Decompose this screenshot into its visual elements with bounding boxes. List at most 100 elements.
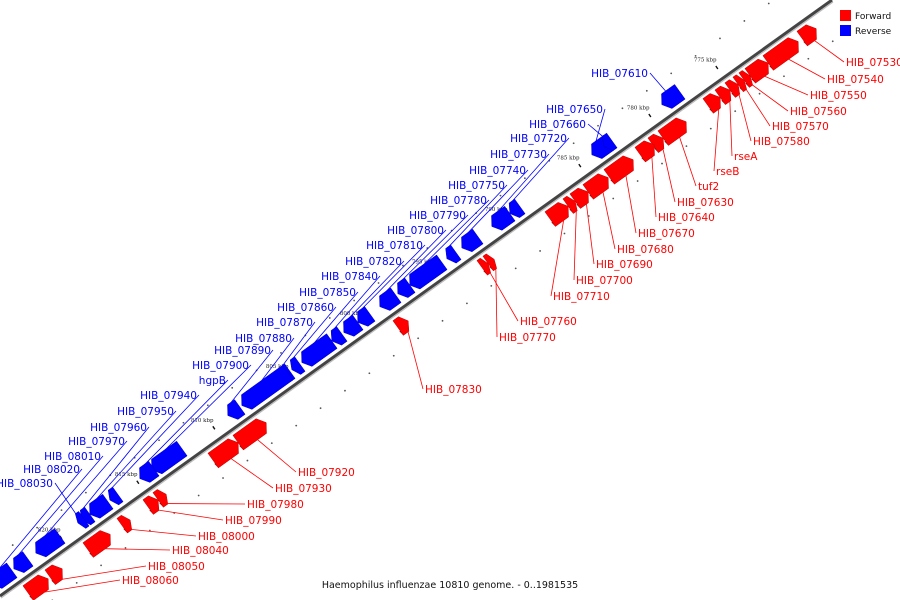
gene-label[interactable]: HIB_07890 <box>214 345 271 357</box>
gene-label[interactable]: HIB_07680 <box>617 244 674 256</box>
gene-arrow-HIB_08050[interactable] <box>44 564 63 585</box>
gene-label[interactable]: HIB_07560 <box>790 106 847 118</box>
gene-label[interactable]: HIB_07690 <box>596 259 653 271</box>
gene-label[interactable]: HIB_07870 <box>256 317 313 329</box>
gene-label[interactable]: HIB_07660 <box>529 119 586 131</box>
gene-label[interactable]: HIB_07770 <box>499 332 556 344</box>
gene-arrow-HIB_07810[interactable] <box>357 306 376 327</box>
gene-label[interactable]: HIB_07760 <box>520 316 577 328</box>
gene-arrow-HIB_07750[interactable] <box>445 244 462 264</box>
gene-arrow-hgpB[interactable] <box>139 460 160 483</box>
gene-label[interactable]: hgpB <box>199 375 226 387</box>
gene-arrow-HIB_07840[interactable] <box>330 326 348 346</box>
gene-arrow-HIB_07920[interactable] <box>232 418 267 451</box>
gene-arrow-HIB_07640[interactable] <box>634 140 655 163</box>
gene-label[interactable]: HIB_07960 <box>90 422 147 434</box>
gene-label[interactable]: HIB_07640 <box>658 212 715 224</box>
gene-label[interactable]: HIB_07980 <box>247 499 304 511</box>
gene-label[interactable]: HIB_07700 <box>576 275 633 287</box>
gene-arrow-HIB_07540[interactable] <box>762 37 799 71</box>
gene-label[interactable]: HIB_07800 <box>387 225 444 237</box>
gene-arrow-HIB_07790[interactable] <box>397 277 416 298</box>
gene-arrow-HIB_07710[interactable] <box>544 202 569 227</box>
gene-arrow-HIB_07900[interactable] <box>151 440 188 475</box>
gene-arrow-HIB_07860[interactable] <box>289 356 306 375</box>
gene-label[interactable]: HIB_07990 <box>225 515 282 527</box>
gene-label[interactable]: HIB_07730 <box>490 149 547 161</box>
gene-label[interactable]: HIB_08050 <box>148 561 205 573</box>
gene-label[interactable]: HIB_08030 <box>0 478 53 490</box>
gene-arrow-HIB_07800[interactable] <box>379 287 402 311</box>
gene-label[interactable]: HIB_07720 <box>510 133 567 145</box>
gene-label[interactable]: HIB_07530 <box>846 57 900 69</box>
gene-arrow-HIB_08020[interactable] <box>0 562 18 589</box>
gene-arrow-HIB_07670[interactable] <box>603 155 634 185</box>
gene-arrow-HIB_08060[interactable] <box>22 574 49 600</box>
gene-label[interactable]: HIB_07830 <box>425 384 482 396</box>
gene-arrow-HIB_07740[interactable] <box>461 228 484 253</box>
gene-label[interactable]: HIB_07930 <box>275 483 332 495</box>
gene-label[interactable]: HIB_07550 <box>810 90 867 102</box>
gene-label[interactable]: HIB_07900 <box>192 360 249 372</box>
gene-arrow-HIB_07560[interactable] <box>738 70 753 88</box>
gene-arrow-HIB_07830[interactable] <box>392 316 410 336</box>
gene-label[interactable]: HIB_07790 <box>409 210 466 222</box>
gene-arrow-HIB_07990[interactable] <box>142 495 160 515</box>
label-leader-line <box>157 509 224 521</box>
gene-arrow-HIB_08030[interactable] <box>75 511 90 529</box>
gene-label[interactable]: HIB_07650 <box>546 104 603 116</box>
gene-label[interactable]: HIB_08010 <box>44 451 101 463</box>
gene-arrow-HIB_08010[interactable] <box>13 551 34 573</box>
gene-label[interactable]: HIB_07820 <box>345 256 402 268</box>
gene-label[interactable]: HIB_07750 <box>448 180 505 192</box>
gene-arrow-rseB[interactable] <box>702 93 721 114</box>
gene-arrow-HIB_07820[interactable] <box>343 314 364 337</box>
gene-arrow-HIB_07880[interactable] <box>241 364 294 410</box>
gene-label[interactable]: rseB <box>716 166 739 178</box>
gene-label[interactable]: tuf2 <box>698 181 719 193</box>
gene-arrow-HIB_07930[interactable] <box>207 438 239 469</box>
gene-arrow-HIB_07970[interactable] <box>35 528 66 558</box>
gene-label[interactable]: rseA <box>734 151 758 163</box>
gene-arrow-HIB_07680[interactable] <box>582 173 609 200</box>
gene-label[interactable]: HIB_07940 <box>140 390 197 402</box>
gene-label[interactable]: HIB_07840 <box>321 271 378 283</box>
gene-arrow-tuf2[interactable] <box>657 117 687 146</box>
gene-label[interactable]: HIB_07630 <box>677 197 734 209</box>
gene-label[interactable]: HIB_08020 <box>23 464 80 476</box>
gene-label[interactable]: HIB_08040 <box>172 545 229 557</box>
gene-arrow-rseA[interactable] <box>714 85 732 106</box>
gene-label[interactable]: HIB_08000 <box>198 531 255 543</box>
label-leader-line <box>787 58 826 80</box>
gene-label[interactable]: HIB_07570 <box>772 121 829 133</box>
gene-label[interactable]: HIB_07950 <box>117 406 174 418</box>
gene-arrow-HIB_07660[interactable] <box>601 132 618 152</box>
gene-arrow-HIB_07610[interactable] <box>661 84 686 109</box>
gene-label[interactable]: HIB_07780 <box>430 195 487 207</box>
gene-label[interactable]: HIB_07970 <box>68 436 125 448</box>
scale-dot <box>490 284 493 287</box>
gene-label[interactable]: HIB_08060 <box>122 575 179 587</box>
gene-arrow-HIB_08040[interactable] <box>82 530 111 558</box>
gene-arrow-HIB_07720[interactable] <box>508 198 526 218</box>
gene-label[interactable]: HIB_07810 <box>366 240 423 252</box>
gene-label[interactable]: HIB_07880 <box>235 333 292 345</box>
gene-arrow-HIB_07530[interactable] <box>796 24 817 47</box>
gene-arrow-HIB_07550[interactable] <box>744 58 769 84</box>
gene-label[interactable]: HIB_07860 <box>277 302 334 314</box>
gene-arrow-HIB_07780[interactable] <box>409 254 448 290</box>
gene-label[interactable]: HIB_07850 <box>299 287 356 299</box>
gene-label[interactable]: HIB_07580 <box>753 136 810 148</box>
gene-label[interactable]: HIB_07610 <box>591 68 648 80</box>
gene-arrow-HIB_07690[interactable] <box>569 187 589 209</box>
gene-arrow-HIB_07890[interactable] <box>227 399 246 420</box>
gene-label[interactable]: HIB_07740 <box>469 165 526 177</box>
gene-arrow-HIB_07850[interactable] <box>301 333 338 367</box>
gene-label[interactable]: HIB_07920 <box>298 467 355 479</box>
gene-label[interactable]: HIB_07540 <box>827 74 884 86</box>
gene-label[interactable]: HIB_07710 <box>553 291 610 303</box>
gene-label[interactable]: HIB_07670 <box>638 228 695 240</box>
gene-arrow-HIB_07980[interactable] <box>152 489 169 508</box>
gene-arrow-HIB_07940[interactable] <box>107 486 124 506</box>
gene-arrow-HIB_08000[interactable] <box>116 514 133 534</box>
